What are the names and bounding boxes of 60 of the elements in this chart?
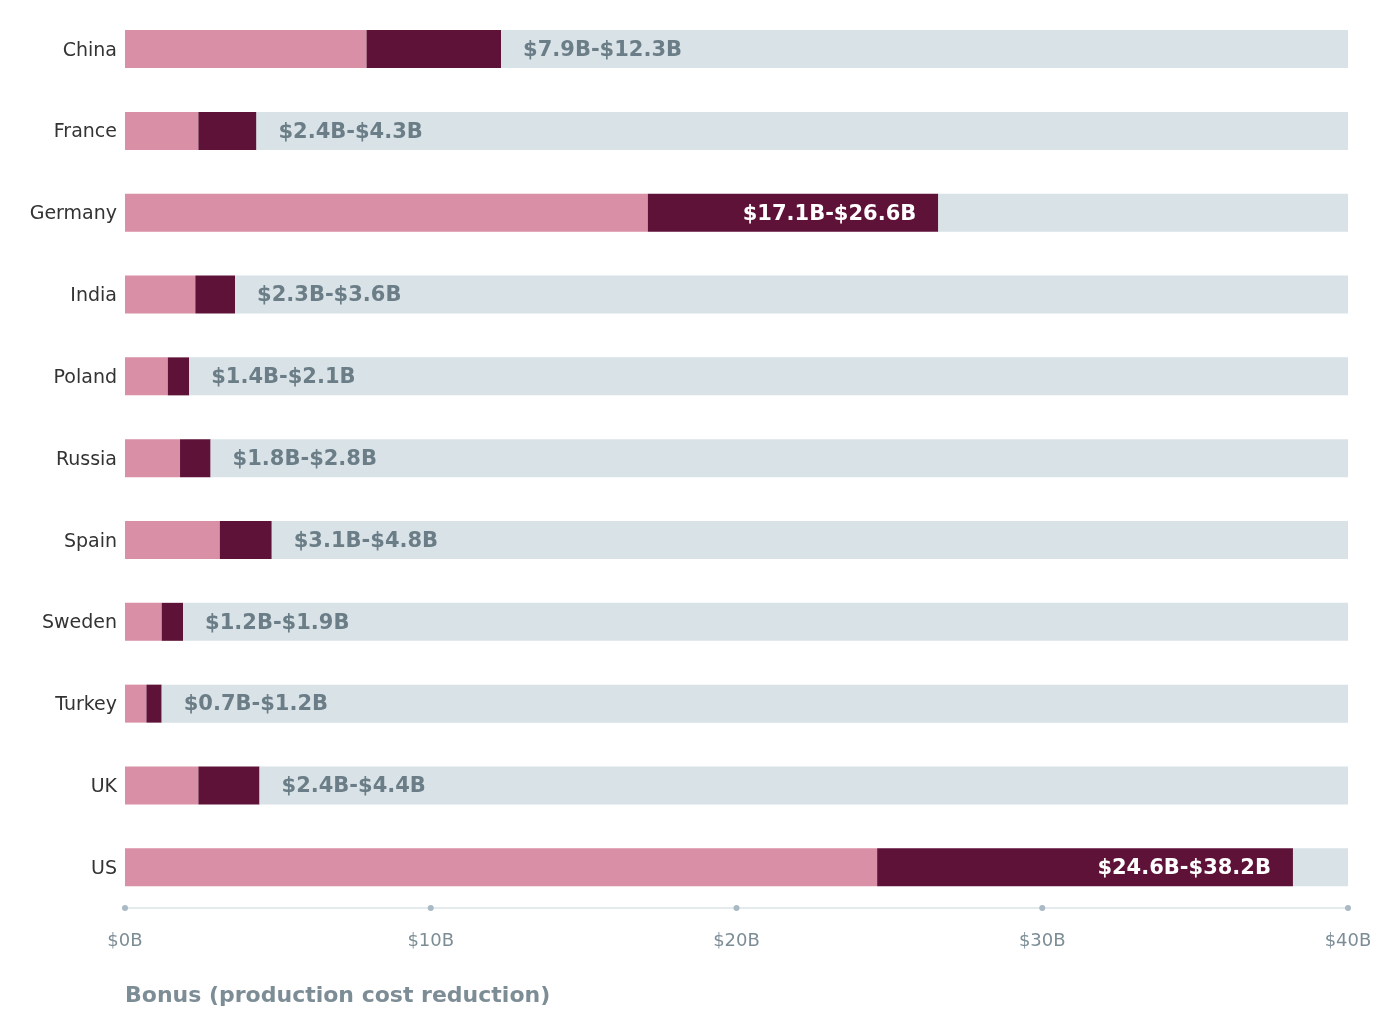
bar — [198, 766, 260, 805]
bar — [125, 848, 878, 887]
bar — [189, 357, 1348, 396]
bar — [125, 439, 181, 478]
annotation: $1.2B-$1.9B — [205, 609, 350, 634]
annotation: $2.4B-$4.3B — [278, 118, 423, 143]
y-tick-label: UK — [90, 774, 118, 797]
bar — [938, 193, 1348, 232]
bar — [167, 357, 190, 396]
annotation: $1.4B-$2.1B — [211, 364, 356, 389]
bar — [183, 602, 1348, 641]
bar — [256, 111, 1348, 150]
x-tick-label: $30B — [1018, 929, 1066, 950]
annotation: $2.4B-$4.4B — [281, 773, 426, 798]
bar — [271, 521, 1348, 559]
y-tick-label: Turkey — [54, 692, 117, 715]
y-tick-label: Poland — [53, 364, 117, 387]
bar — [210, 439, 1348, 478]
bar — [219, 521, 272, 559]
bar — [125, 193, 648, 232]
x-tick-label: $40B — [1324, 929, 1372, 950]
bar — [125, 275, 196, 314]
y-tick-label: Sweden — [41, 610, 117, 633]
bar — [125, 357, 168, 396]
y-tick-label: India — [70, 283, 117, 306]
bar — [259, 766, 1348, 805]
bar — [125, 684, 147, 723]
bar — [125, 111, 199, 150]
x-tick-label: $10B — [407, 929, 455, 950]
annotation: $3.1B-$4.8B — [293, 527, 439, 552]
bar — [235, 275, 1348, 314]
y-tick-label: Spain — [63, 528, 117, 551]
y-tick-label: US — [91, 855, 117, 878]
bar — [180, 439, 211, 478]
bar — [125, 521, 220, 559]
y-tick-label: Germany — [29, 201, 117, 224]
bar — [125, 30, 367, 69]
bar — [877, 848, 1293, 887]
y-tick-label: Russia — [55, 446, 117, 469]
bar — [366, 30, 502, 69]
x-tick-label: $0B — [107, 929, 143, 950]
x-axis-title: Bonus (production cost reduction) — [125, 982, 552, 1007]
bar — [501, 30, 1348, 69]
bar — [125, 766, 199, 805]
annotation: $7.9B-$12.3B — [523, 36, 683, 61]
annotation: $2.3B-$3.6B — [257, 282, 402, 307]
annotation: $17.1B-$26.6B — [742, 200, 917, 225]
bar — [161, 684, 1348, 723]
annotation: $1.8B-$2.8B — [232, 446, 377, 470]
annotation: $0.7B-$1.2B — [183, 691, 329, 716]
bar — [125, 602, 162, 641]
bar — [146, 684, 162, 723]
annotation: $24.6B-$38.2B — [1097, 855, 1271, 880]
x-tick-label: $20B — [713, 929, 760, 950]
bar — [161, 602, 184, 641]
bar — [198, 111, 257, 150]
y-tick-label: France — [53, 119, 117, 142]
y-tick-label: China — [62, 37, 117, 60]
bar — [1292, 848, 1348, 887]
bar — [195, 275, 236, 314]
